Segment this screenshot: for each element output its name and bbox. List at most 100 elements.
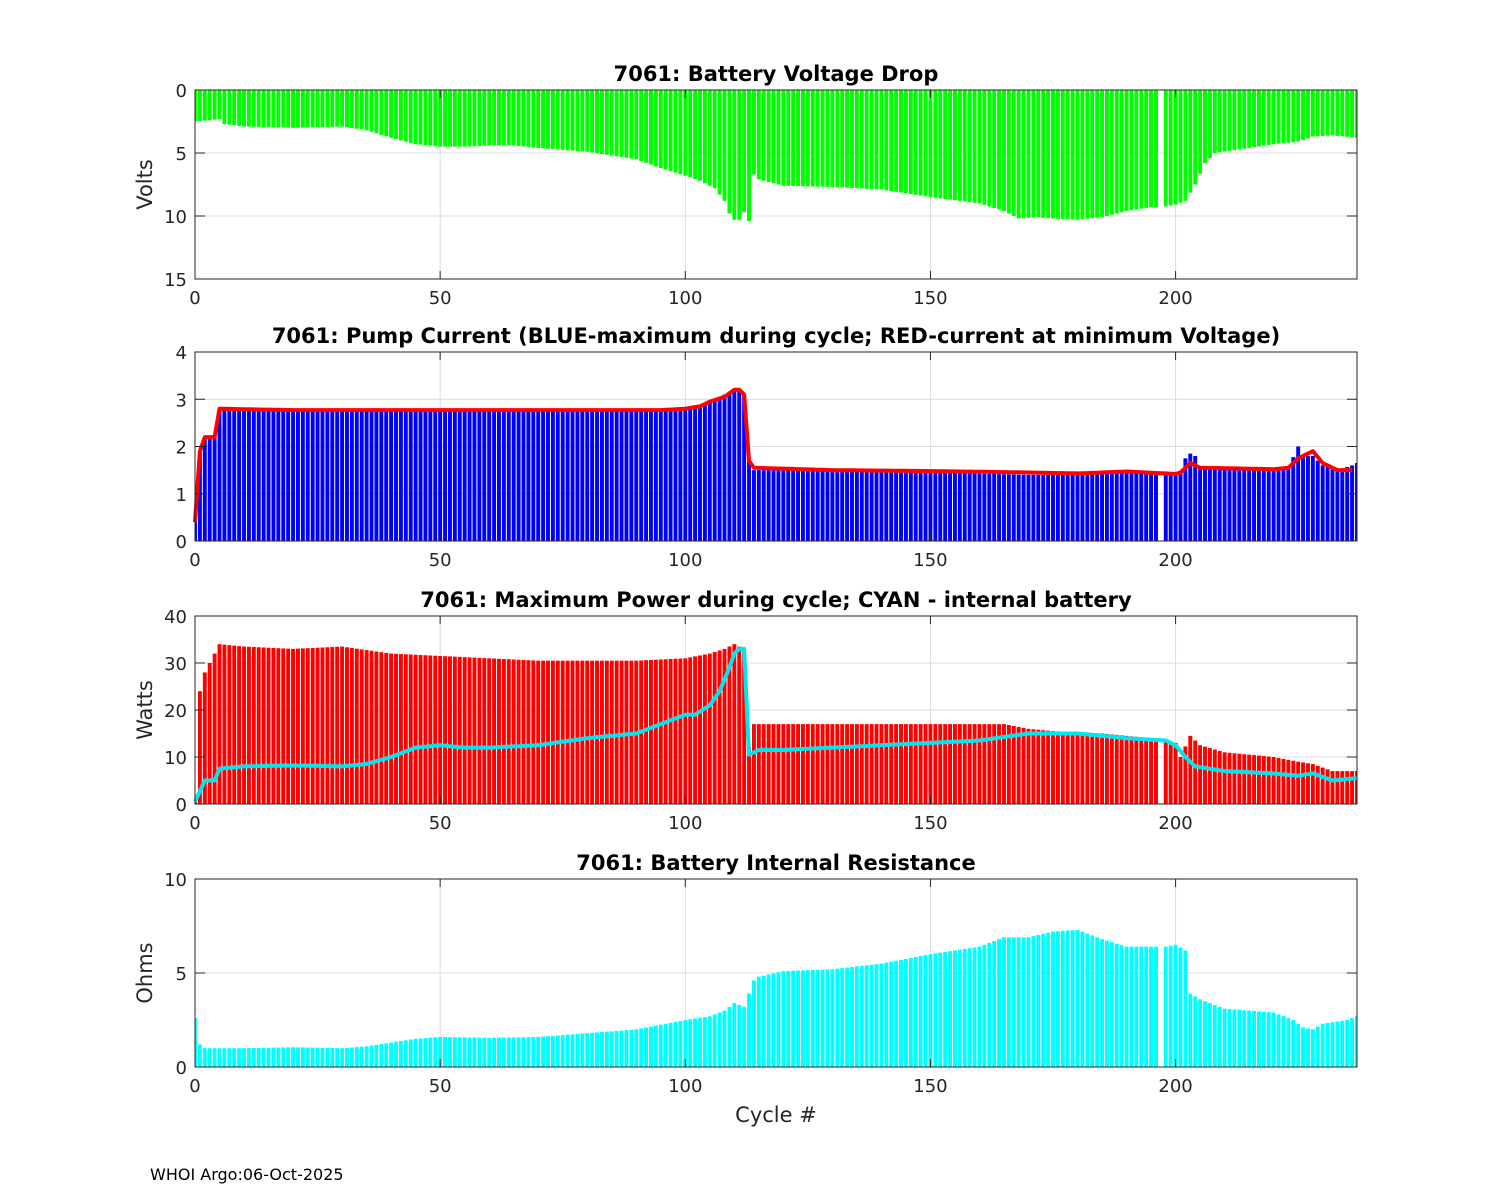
power-bar <box>1306 763 1310 804</box>
current-bar <box>256 409 261 541</box>
power-bar <box>1002 724 1006 804</box>
current-bar <box>251 409 256 541</box>
voltage-bar <box>1134 90 1139 210</box>
power-bar <box>943 724 948 804</box>
voltage-bar <box>487 90 492 146</box>
voltage-bar <box>1340 90 1345 137</box>
resistance-bar <box>987 942 992 1067</box>
current-bar <box>899 471 903 541</box>
voltage-bar <box>1212 90 1217 153</box>
resistance-bar <box>1310 1029 1315 1067</box>
current-bar <box>565 411 570 541</box>
power-bar <box>232 645 237 804</box>
power-bar <box>565 660 570 804</box>
resistance-bar <box>1002 937 1006 1067</box>
power-bar <box>276 648 281 804</box>
voltage-bar <box>962 90 967 202</box>
voltage-plot-area <box>195 90 1357 279</box>
resistance-bar <box>325 1047 330 1067</box>
voltage-bar <box>1247 90 1252 148</box>
current-bar <box>1291 457 1296 541</box>
power-bar <box>335 646 340 804</box>
resistance-bar <box>928 954 933 1067</box>
voltage-bar <box>977 90 982 204</box>
voltage-bar <box>389 90 394 138</box>
power-bar <box>850 724 854 804</box>
power-bar <box>884 724 889 804</box>
power-bar <box>1247 754 1252 804</box>
power-bar <box>242 646 246 804</box>
current-bar <box>1065 474 1070 541</box>
voltage-bar <box>418 90 423 145</box>
voltage-bar <box>511 90 516 146</box>
current-ytick-label: 2 <box>176 438 187 459</box>
voltage-bar <box>1129 90 1134 211</box>
power-bar <box>271 647 276 804</box>
power-bar <box>614 660 619 804</box>
power-bar <box>1350 771 1355 804</box>
voltage-bar <box>1031 90 1036 218</box>
current-bar <box>433 411 438 541</box>
power-bar <box>982 724 987 804</box>
voltage-ytick-label: 10 <box>164 207 187 228</box>
resistance-bar <box>1193 996 1198 1067</box>
voltage-bar <box>972 90 977 203</box>
current-bar <box>712 399 717 541</box>
resistance-bar <box>761 975 766 1067</box>
voltage-bar <box>1051 90 1055 219</box>
power-bar <box>1154 739 1158 804</box>
voltage-axes-box <box>194 89 1358 280</box>
power-ytick-label: 10 <box>164 748 187 769</box>
resistance-bar <box>1031 936 1036 1067</box>
current-bar <box>374 411 379 541</box>
power-bar <box>913 724 918 804</box>
voltage-bar <box>286 90 291 128</box>
voltage-bar <box>1016 90 1021 219</box>
power-bar <box>742 648 747 804</box>
power-bar <box>683 658 688 804</box>
voltage-bar <box>433 90 438 147</box>
power-bar <box>418 655 423 804</box>
resistance-bar <box>1046 932 1051 1067</box>
voltage-bar <box>207 90 212 121</box>
resistance-bar <box>1271 1012 1276 1067</box>
power-bar <box>1310 764 1315 804</box>
current-bar <box>349 411 354 541</box>
voltage-bar <box>1266 90 1271 145</box>
power-bar <box>330 647 335 804</box>
resistance-bar <box>1286 1018 1291 1067</box>
power-bar <box>928 724 933 804</box>
power-bar <box>1129 736 1134 804</box>
power-bar <box>408 654 413 804</box>
resistance-bar <box>1247 1010 1252 1067</box>
resistance-bar <box>1203 1001 1207 1067</box>
resistance-bar <box>663 1023 668 1067</box>
resistance-bar <box>1242 1010 1247 1067</box>
current-bar <box>747 460 751 541</box>
power-bar <box>933 724 938 804</box>
voltage-bar <box>742 90 747 213</box>
resistance-bar <box>879 963 884 1067</box>
resistance-bar <box>717 1012 722 1067</box>
current-bar <box>840 470 845 541</box>
power-bar <box>830 724 835 804</box>
current-bar <box>903 471 908 541</box>
power-bar <box>810 724 815 804</box>
power-bar <box>1100 733 1105 804</box>
current-bar <box>408 411 413 541</box>
power-bar <box>653 659 658 804</box>
power-bar <box>1055 731 1060 804</box>
power-bar <box>972 724 977 804</box>
resistance-bar <box>1090 935 1095 1067</box>
resistance-bar <box>908 957 913 1067</box>
current-bar <box>756 470 761 541</box>
resistance-bar <box>1060 930 1065 1067</box>
voltage-bar <box>1011 90 1016 216</box>
voltage-bar <box>1168 90 1173 206</box>
power-ytick-label: 40 <box>164 607 187 628</box>
voltage-chart: 0 50 100 150 200 0 5 10 15 7061: Battery Voltage … <box>133 62 1358 309</box>
current-bar <box>835 470 840 541</box>
power-bar <box>202 672 207 804</box>
voltage-bar <box>585 90 590 152</box>
voltage-bar <box>195 90 197 122</box>
